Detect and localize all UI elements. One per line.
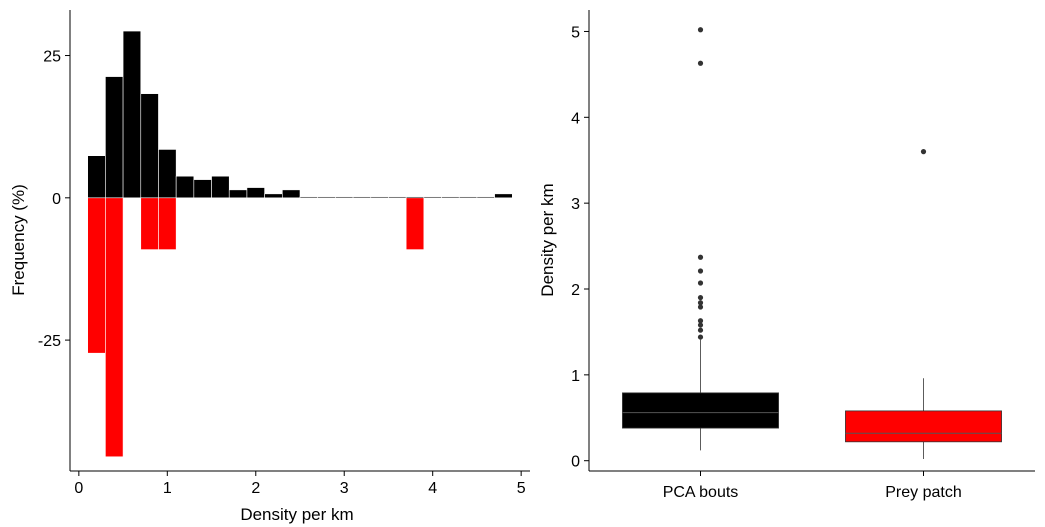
- histogram-x-tick-label-5: 5: [517, 480, 526, 497]
- boxplot-x-ticks: PCA bouts Prey patch: [663, 471, 962, 501]
- histogram-y-ticks: 25 0 -25: [38, 49, 70, 351]
- boxplot-y-tick-label-3: 3: [571, 196, 580, 213]
- histogram-bar-series0-bin23: [495, 194, 513, 198]
- boxplot-outlier-0-9: [698, 255, 703, 260]
- boxplot-y-ticks: 0 1 2 3 4 5: [571, 24, 589, 470]
- histogram-bar-series0-bin8: [229, 190, 247, 198]
- histogram-bar-series1-bin3: [158, 198, 176, 250]
- histogram-bar-series0-bin19: [424, 197, 442, 198]
- histogram-bar-series0-bin17: [388, 197, 406, 198]
- histogram-bar-series0-bin4: [158, 149, 176, 197]
- boxplot-y-axis-title: Density per km: [538, 183, 557, 296]
- histogram-bar-series1-bin1: [105, 198, 123, 457]
- histogram-bar-series0-bin21: [459, 197, 477, 198]
- boxplot-x-tick-label-0: PCA bouts: [663, 484, 739, 501]
- histogram-bar-series1-bin4: [406, 198, 424, 250]
- boxplot-box-0: [622, 393, 778, 428]
- boxplot-y-tick-label-4: 4: [571, 110, 580, 127]
- histogram-bar-series0-bin6: [194, 180, 212, 198]
- boxplot-outlier-0-1: [698, 328, 703, 333]
- histogram-x-ticks: 0 1 2 3 4 5: [74, 471, 525, 497]
- histogram-bar-series0-bin5: [176, 176, 194, 198]
- histogram-bar-series0-bin22: [477, 197, 495, 198]
- boxplot-outlier-0-3: [698, 318, 703, 323]
- histogram-bar-series0-bin13: [318, 197, 336, 198]
- histogram-bars: [88, 31, 513, 457]
- boxplot-y-tick-label-2: 2: [571, 282, 580, 299]
- boxplot-panel: PCA bouts Prey patch 0 1 2 3 4 5 Density per k…: [538, 10, 1035, 501]
- boxplot-outlier-0-10: [698, 61, 703, 66]
- histogram-y-tick-label-2: -25: [38, 333, 61, 350]
- histogram-x-axis-title: Density per km: [240, 505, 353, 524]
- histogram-bar-series1-bin0: [88, 198, 106, 353]
- boxplot-x-tick-label-1: Prey patch: [885, 484, 961, 501]
- histogram-y-tick-label-0: 25: [43, 49, 61, 66]
- histogram-bar-series0-bin1: [105, 77, 123, 198]
- histogram-y-axis-title: Frequency (%): [9, 184, 28, 295]
- boxplot-outlier-0-6: [698, 295, 703, 300]
- histogram-bar-series0-bin2: [123, 31, 141, 198]
- histogram-bar-series0-bin11: [282, 190, 300, 198]
- histogram-panel: 0 1 2 3 4 5 25 0 -25 Density per km Frequency (…: [9, 10, 530, 524]
- histogram-bar-series0-bin10: [265, 194, 283, 198]
- boxplot-y-tick-label-0: 0: [571, 454, 580, 471]
- histogram-bar-series0-bin12: [300, 197, 318, 198]
- histogram-x-tick-label-0: 0: [74, 480, 83, 497]
- boxplot-y-tick-label-5: 5: [571, 24, 580, 41]
- histogram-bar-series0-bin3: [141, 94, 159, 198]
- boxplot-outlier-0-7: [698, 280, 703, 285]
- histogram-x-tick-label-4: 4: [428, 480, 437, 497]
- boxplot-outlier-1-0: [921, 149, 926, 154]
- boxplot-boxes: [622, 27, 1001, 459]
- boxplot-y-tick-label-1: 1: [571, 368, 580, 385]
- boxplot-outlier-0-0: [698, 334, 703, 339]
- histogram-bar-series1-bin2: [141, 198, 159, 250]
- histogram-bar-series0-bin20: [442, 197, 460, 198]
- histogram-bar-series0-bin9: [247, 188, 265, 198]
- boxplot-box-1: [845, 411, 1001, 442]
- histogram-x-tick-label-1: 1: [163, 480, 172, 497]
- histogram-bar-series0-bin16: [371, 197, 389, 198]
- boxplot-outlier-0-8: [698, 268, 703, 273]
- boxplot-outlier-0-11: [698, 27, 703, 32]
- histogram-bar-series0-bin7: [212, 176, 230, 198]
- histogram-bar-series0-bin14: [335, 197, 353, 198]
- boxplot-outlier-0-5: [698, 300, 703, 305]
- histogram-bar-series0-bin0: [88, 156, 106, 198]
- histogram-x-tick-label-2: 2: [251, 480, 260, 497]
- histogram-y-tick-label-1: 0: [52, 191, 61, 208]
- histogram-x-tick-label-3: 3: [340, 480, 349, 497]
- histogram-bar-series0-bin15: [353, 197, 371, 198]
